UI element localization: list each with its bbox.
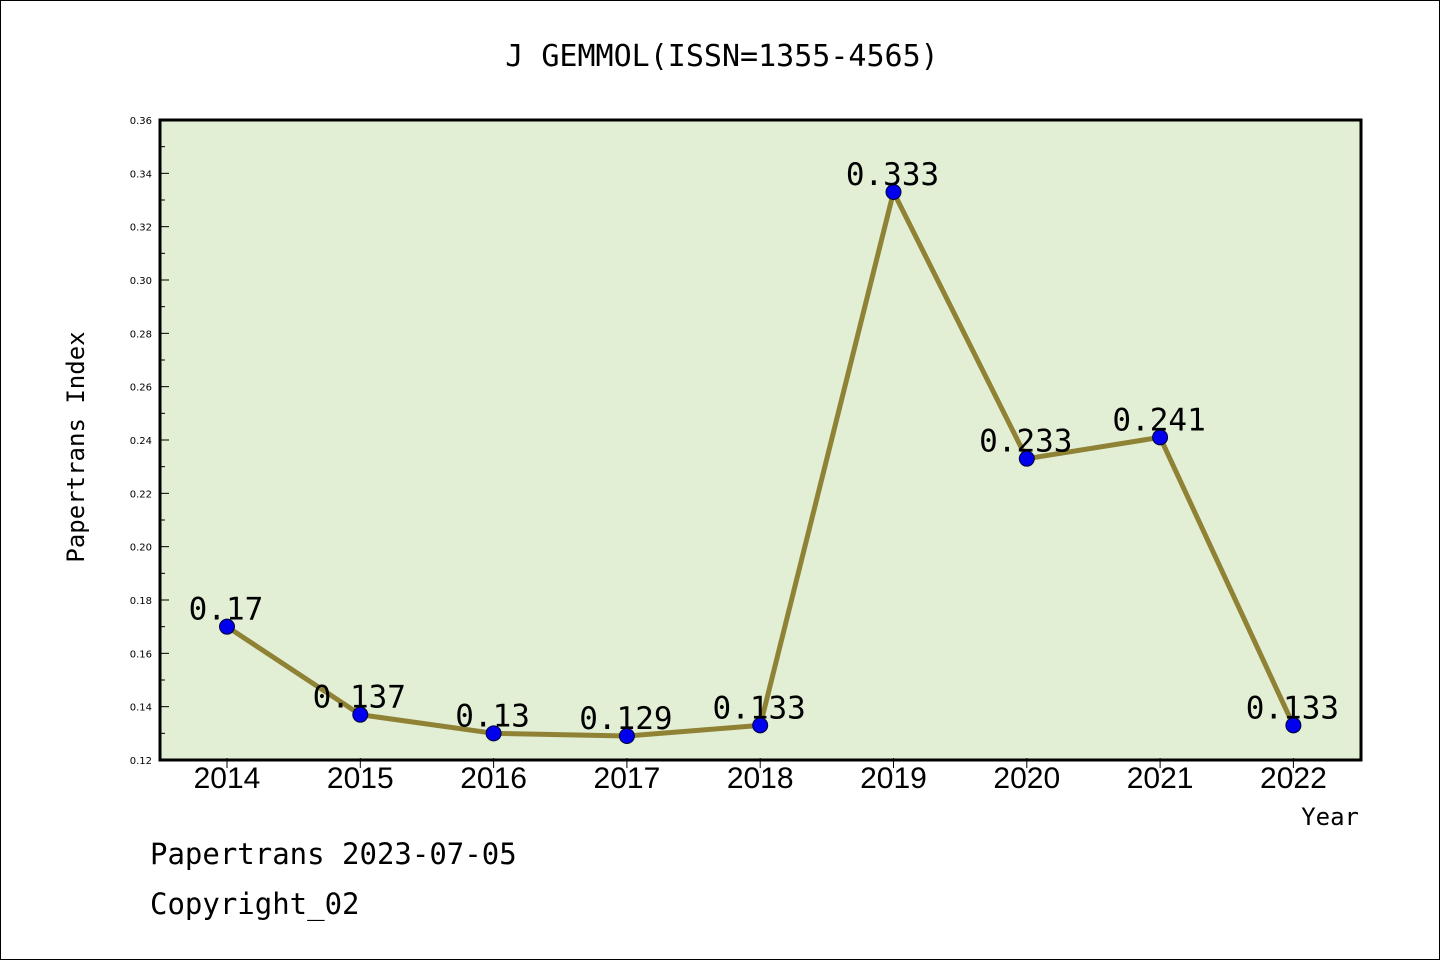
y-tick-label: 0.16 [130, 649, 152, 660]
x-tick-label: 2016 [460, 762, 527, 795]
y-tick-label: 0.26 [130, 383, 152, 394]
y-tick-label: 0.18 [130, 596, 152, 607]
x-tick-label: 2017 [594, 762, 661, 795]
y-tick-label: 0.32 [130, 223, 152, 234]
data-point [1018, 450, 1035, 467]
data-label: 0.137 [313, 680, 406, 716]
x-axis-label: Year [1301, 803, 1359, 831]
y-axis-label: Papertrans Index [62, 331, 90, 562]
data-label: 0.133 [713, 690, 806, 726]
y-tick-label: 0.12 [130, 756, 152, 767]
y-tick-label: 0.20 [130, 543, 152, 554]
y-tick-label: 0.14 [130, 703, 152, 714]
x-tick-label: 2021 [1127, 762, 1194, 795]
x-tick-label: 2018 [727, 762, 794, 795]
y-tick-label: 0.22 [130, 489, 152, 500]
x-axis: 2014 2015 2016 2017 2018 2019 2020 2021 2022 [194, 758, 1327, 795]
data-point [485, 725, 502, 742]
y-tick-label: 0.24 [130, 436, 152, 447]
x-tick-label: 2022 [1260, 762, 1327, 795]
data-point [1152, 429, 1169, 446]
y-tick-label: 0.34 [130, 169, 152, 180]
data-label: 0.17 [189, 592, 264, 628]
data-label: 0.129 [579, 701, 672, 737]
data-label: 0.13 [455, 698, 530, 734]
y-tick-label: 0.28 [130, 329, 152, 340]
x-tick-label: 2014 [194, 762, 261, 795]
data-label: 0.241 [1112, 402, 1205, 438]
data-point [618, 728, 635, 744]
y-tick-label: 0.30 [130, 276, 152, 287]
y-axis: 0.12 0.14 0.16 0.18 0.20 0.22 0.24 0.26 0.28 0.30… [130, 116, 169, 767]
footer-date: Papertrans 2023-07-05 [150, 837, 517, 871]
chart-title: J GEMMOL(ISSN=1355-4565) [505, 39, 938, 74]
x-tick-label: 2020 [993, 762, 1060, 795]
data-point [219, 618, 235, 635]
footer-copyright: Copyright_02 [150, 887, 360, 922]
series-papertrans-index: 0.17 0.137 0.13 0.129 0.133 0.333 0.233 0.241 0.… [189, 157, 1339, 744]
data-label: 0.233 [979, 424, 1072, 460]
plot-area [158, 118, 1363, 762]
y-tick-label: 0.36 [130, 116, 152, 127]
data-label: 0.333 [846, 157, 939, 193]
data-point [885, 184, 902, 200]
data-point [752, 717, 769, 734]
data-point [352, 706, 369, 723]
data-point [1285, 717, 1302, 734]
data-label: 0.133 [1246, 690, 1339, 726]
x-tick-label: 2015 [327, 762, 394, 795]
x-tick-label: 2019 [860, 762, 927, 795]
